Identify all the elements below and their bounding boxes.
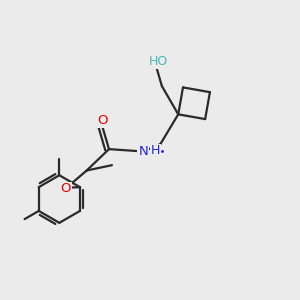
- Text: HO: HO: [148, 55, 168, 68]
- Text: N: N: [138, 145, 148, 158]
- Text: O: O: [97, 114, 108, 127]
- Text: H: H: [151, 144, 160, 158]
- Text: O: O: [61, 182, 71, 195]
